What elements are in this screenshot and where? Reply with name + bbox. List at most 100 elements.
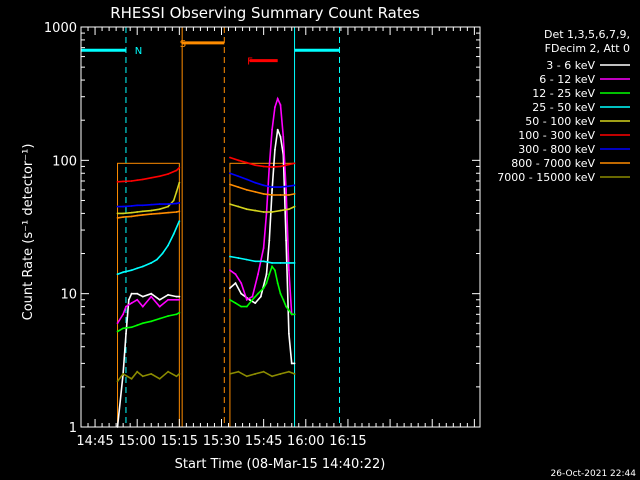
axes: 1 10 100 1000 14:45 15:00 15:15 15:30 15:45 16:00… — [44, 21, 481, 449]
series-point-2-1-5 — [257, 292, 259, 295]
series-point-5-1-1 — [237, 159, 240, 162]
series-point-0-0-4 — [130, 292, 133, 295]
series-point-4-1-6 — [279, 209, 282, 212]
series-point-1-0-3 — [130, 302, 133, 304]
series-point-3-1-2 — [245, 258, 248, 261]
series-point-8-0-5 — [150, 373, 153, 375]
series-point-1-0-10 — [178, 298, 181, 301]
series-point-8-0-8 — [175, 375, 178, 378]
series-point-0-0-9 — [167, 293, 170, 296]
series-point-1-1-6 — [262, 247, 265, 249]
series-point-1-1-13 — [282, 135, 285, 138]
y-axis-label: Count Rate (s⁻¹ detector⁻¹) — [21, 144, 36, 321]
series-point-4-0-10 — [178, 181, 181, 184]
series-point-0-1-16 — [293, 362, 296, 365]
series-point-2-1-7 — [265, 282, 268, 285]
series-point-5-0-4 — [141, 178, 144, 181]
series-point-4-0-0 — [116, 212, 119, 215]
series-point-6-0-8 — [175, 202, 178, 205]
legend-label-5: 100 - 300 keV — [518, 129, 595, 142]
series-point-5-0-2 — [130, 180, 133, 182]
series-line-6-0 — [117, 202, 180, 208]
series-point-2-0-2 — [130, 326, 133, 329]
series-point-3-0-6 — [155, 258, 158, 261]
series-point-7-0-6 — [158, 212, 161, 215]
series-point-7-0-9 — [178, 210, 181, 213]
series-point-8-1-3 — [254, 373, 257, 375]
series-point-5-1-2 — [245, 161, 248, 164]
series-point-0-0-7 — [150, 292, 153, 295]
series-point-4-0-5 — [150, 209, 153, 212]
y-tick-label: 100 — [52, 154, 77, 169]
series-point-4-1-2 — [245, 208, 248, 211]
series-point-2-1-2 — [240, 305, 243, 308]
legend-header-1: FDecim 2, Att 0 — [545, 42, 630, 55]
series-point-4-1-1 — [237, 205, 240, 208]
series-point-3-0-10 — [178, 220, 181, 223]
series-point-5-1-5 — [271, 166, 273, 168]
series-point-0-1-8 — [271, 189, 273, 191]
series-point-7-1-1 — [237, 186, 240, 188]
series-point-7-0-1 — [122, 216, 125, 219]
series-point-3-0-3 — [136, 267, 139, 270]
legend-label-4: 50 - 100 keV — [525, 115, 595, 128]
series-point-5-1-7 — [288, 163, 290, 166]
series-point-0-1-6 — [265, 273, 268, 276]
timestamp: 26-Oct-2021 22:44 — [551, 469, 637, 479]
series-point-7-0-8 — [175, 211, 178, 213]
series-point-2-1-1 — [234, 302, 237, 304]
series-point-2-1-6 — [262, 287, 265, 290]
series-point-0-1-10 — [276, 128, 279, 131]
series-point-0-1-0 — [229, 287, 231, 290]
series-point-5-1-8 — [293, 162, 296, 165]
series-point-0-0-8 — [158, 298, 161, 301]
series-point-6-0-0 — [116, 205, 119, 208]
series-point-4-0-2 — [130, 211, 133, 214]
series-point-6-0-1 — [122, 205, 125, 208]
series-point-1-0-5 — [141, 305, 144, 308]
series-point-2-1-16 — [290, 313, 293, 316]
series-point-8-1-7 — [288, 370, 290, 373]
series-point-4-1-7 — [288, 208, 290, 211]
series-line-1-1 — [229, 96, 295, 316]
series-point-3-1-7 — [288, 262, 290, 264]
series-point-1-1-2 — [240, 282, 243, 285]
series-point-8-1-1 — [237, 370, 240, 373]
series-point-2-1-9 — [271, 265, 273, 268]
series-point-1-0-9 — [175, 298, 178, 301]
series-point-4-0-3 — [136, 211, 139, 213]
series-point-1-0-6 — [150, 295, 153, 298]
series-point-1-0-4 — [136, 298, 139, 301]
series-point-8-0-4 — [141, 375, 144, 378]
series-point-8-1-8 — [293, 373, 296, 375]
series-point-3-0-5 — [150, 262, 153, 264]
series-point-6-0-2 — [130, 205, 133, 207]
series-point-5-0-0 — [116, 180, 119, 183]
series-point-4-0-8 — [172, 199, 175, 202]
series-point-3-0-0 — [116, 273, 119, 276]
series-point-6-1-1 — [237, 175, 240, 178]
series-point-1-1-10 — [273, 106, 276, 109]
series-line-7-0 — [117, 210, 180, 219]
series-point-2-1-13 — [282, 298, 285, 301]
y-tick-label: 1 — [69, 421, 77, 436]
series-point-0-1-7 — [268, 239, 271, 242]
series-point-3-1-4 — [262, 260, 265, 263]
series-point-6-0-3 — [136, 204, 139, 207]
axes-frame — [80, 26, 481, 428]
x-axis-label: Start Time (08-Mar-15 14:40:22) — [175, 457, 386, 472]
series-point-4-1-3 — [254, 209, 257, 212]
series-point-6-1-7 — [288, 185, 290, 188]
series-point-5-0-7 — [167, 173, 170, 175]
series-point-0-0-3 — [127, 298, 130, 301]
series-point-3-1-0 — [229, 255, 231, 258]
series-point-5-1-4 — [262, 165, 265, 168]
state-bar-label-1: S — [180, 39, 186, 50]
series-point-7-1-7 — [288, 194, 290, 196]
series-point-7-0-4 — [141, 213, 144, 216]
series-point-7-0-7 — [167, 211, 170, 214]
series-point-3-0-8 — [167, 244, 170, 247]
series-point-2-0-0 — [116, 330, 119, 333]
series-point-8-1-2 — [245, 375, 248, 378]
